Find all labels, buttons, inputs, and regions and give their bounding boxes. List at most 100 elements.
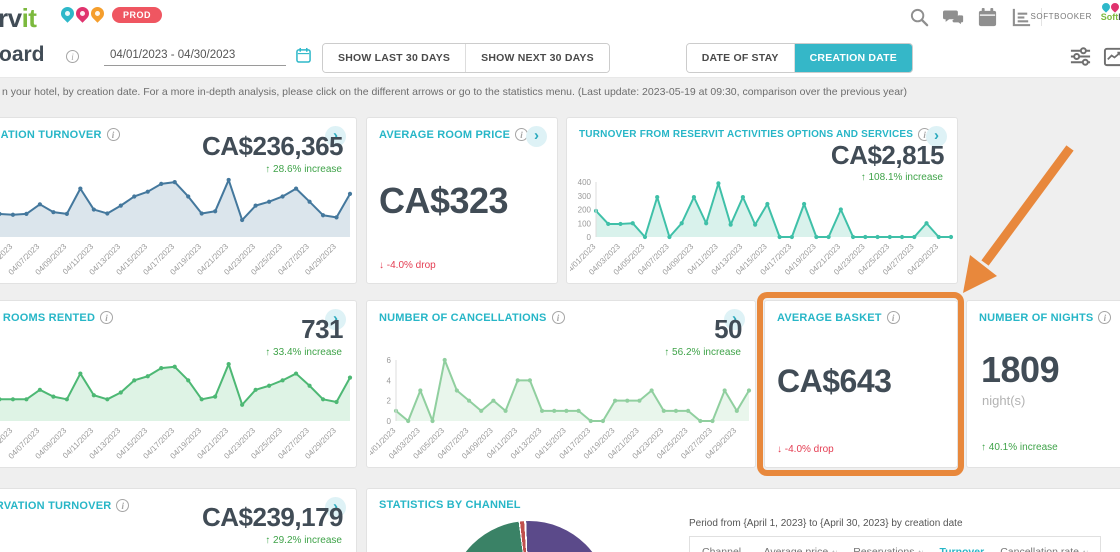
map-pin-icon <box>73 4 92 23</box>
chevron-right-button[interactable]: › <box>325 497 346 518</box>
calendar-icon[interactable] <box>977 7 998 28</box>
date-mode-toggle: DATE OF STAY CREATION DATE <box>685 43 913 73</box>
column-average-price[interactable]: Average price ↑↓ <box>763 546 839 552</box>
map-pin-icon <box>1109 1 1120 13</box>
card-average-basket: AVERAGE BASKET i CA$643 ↓ -4.0% drop <box>764 300 958 468</box>
nights-unit: night(s) <box>982 393 1026 408</box>
info-icon[interactable]: i <box>551 311 565 324</box>
cancellations-title: NUMBER OF CANCELLATIONS <box>379 311 547 324</box>
card-title: STATISTICS BY CHANNEL <box>379 499 1091 511</box>
channel-donut <box>449 521 609 552</box>
topbar: rvit PROD <box>0 0 1120 34</box>
average-basket-title: AVERAGE BASKET <box>777 311 882 324</box>
chevron-right-button[interactable]: › <box>724 309 745 330</box>
column-label: Average price <box>763 546 829 552</box>
chevron-right-button[interactable]: › <box>526 126 547 147</box>
card-statistics-by-channel: STATISTICS BY CHANNEL Period from {April… <box>366 488 1120 552</box>
column-label: Reservations <box>853 546 915 552</box>
topbar-divider <box>1041 8 1042 26</box>
average-basket-value: CA$643 <box>777 363 892 399</box>
nights-value: 1809 <box>981 349 1060 390</box>
map-pin-icon <box>88 4 107 23</box>
info-icon[interactable]: i <box>66 50 79 63</box>
info-icon[interactable]: i <box>116 499 130 512</box>
filter-sliders-icon[interactable] <box>1069 45 1092 68</box>
range-shortcut-group: SHOW LAST 30 DAYS SHOW NEXT 30 DAYS <box>322 43 610 73</box>
date-of-stay-button[interactable]: DATE OF STAY <box>686 44 794 72</box>
rooms-rented-chart: 04/01/202304/03/202304/05/202304/07/2023… <box>0 361 353 461</box>
channel-table-header: Channel Average price ↑↓ Reservations ↑↓… <box>690 537 1100 552</box>
svg-text:100: 100 <box>578 219 592 228</box>
svg-text:400: 400 <box>578 178 592 187</box>
creation-date-button[interactable]: CREATION DATE <box>793 44 912 72</box>
messages-icon[interactable] <box>943 7 964 28</box>
rooms-rented-delta: ↑ 33.4% increase <box>265 347 342 358</box>
card-rooms-rented: ER OF ROOMS RENTED i › 731 ↑ 33.4% incre… <box>0 300 357 468</box>
card-accommodation-turnover: MMODATION TURNOVER i › CA$236,365 ↑ 28.6… <box>0 117 357 284</box>
info-icon[interactable]: i <box>106 128 120 141</box>
activities-turnover-delta: ↑ 108.1% increase <box>860 172 943 183</box>
info-icon[interactable]: i <box>886 311 900 324</box>
card-title: NUMBER OF NIGHTS i <box>979 311 1120 324</box>
map-pin-icon <box>58 4 77 23</box>
page-title: oard <box>0 43 45 66</box>
svg-text:2: 2 <box>387 397 392 406</box>
activities-turnover-title: TURNOVER FROM RESERVIT ACTIVITIES OPTION… <box>579 129 914 140</box>
rooms-rented-value: 731 <box>301 314 343 344</box>
reservit-logo[interactable]: rvit <box>0 3 37 34</box>
reservation-turnover-title: RESERVATION TURNOVER <box>0 499 112 512</box>
svg-text:4: 4 <box>387 376 392 385</box>
info-icon[interactable]: i <box>100 311 114 324</box>
sort-arrows-icon: ↑↓ <box>1082 547 1089 552</box>
prod-badge: PROD <box>112 7 163 23</box>
reservation-turnover-value: CA$239,179 <box>202 502 344 532</box>
logo-pins <box>58 4 107 23</box>
svg-text:0: 0 <box>587 233 592 242</box>
card-title: AVERAGE ROOM PRICE i <box>379 128 529 141</box>
softbooker-logo-pins <box>1096 1 1120 13</box>
column-turnover[interactable]: Turnover <box>939 546 984 552</box>
statistics-by-channel-title: STATISTICS BY CHANNEL <box>379 499 521 511</box>
card-cancellations: NUMBER OF CANCELLATIONS i › 50 ↑ 56.2% i… <box>366 300 756 468</box>
column-reservations[interactable]: Reservations ↑↓ <box>853 546 924 552</box>
svg-text:300: 300 <box>578 192 592 201</box>
column-cancellation-rate[interactable]: Cancellation rate ↑↓ <box>1000 546 1089 552</box>
cancellations-delta: ↑ 56.2% increase <box>664 347 741 358</box>
date-range-input[interactable]: 04/01/2023 - 04/30/2023 <box>104 46 286 66</box>
softbooker-word-green: Soft <box>1100 12 1119 22</box>
column-label: Cancellation rate <box>1000 546 1079 552</box>
softbooker-logo[interactable]: Softbo <box>1096 1 1120 22</box>
info-bar-text: n your hotel, by creation date. For a mo… <box>2 86 908 98</box>
rooms-rented-title: ER OF ROOMS RENTED <box>0 311 96 324</box>
accommodation-turnover-chart: 04/01/202304/03/202304/05/202304/07/2023… <box>0 177 353 277</box>
average-room-price-value: CA$323 <box>379 180 509 221</box>
nights-delta: ↑ 40.1% increase <box>981 442 1058 453</box>
analytics-chart-icon[interactable] <box>1103 45 1120 68</box>
info-icon[interactable]: i <box>1098 311 1112 324</box>
search-icon[interactable] <box>909 7 930 28</box>
channel-table: Channel Average price ↑↓ Reservations ↑↓… <box>689 536 1101 552</box>
chevron-right-button[interactable]: › <box>325 126 346 147</box>
show-last-30-days-button[interactable]: SHOW LAST 30 DAYS <box>323 44 466 72</box>
column-label: Turnover <box>939 546 985 552</box>
card-title: ER OF ROOMS RENTED i <box>0 311 318 324</box>
chevron-right-button[interactable]: › <box>325 309 346 330</box>
sort-arrows-icon: ↑↓ <box>831 547 838 552</box>
nights-title: NUMBER OF NIGHTS <box>979 311 1094 324</box>
date-picker-calendar-icon[interactable] <box>296 47 311 63</box>
column-channel[interactable]: Channel <box>702 546 748 552</box>
show-next-30-days-button[interactable]: SHOW NEXT 30 DAYS <box>465 44 609 72</box>
chevron-right-button[interactable]: › <box>926 126 947 147</box>
cancellations-chart: 024604/01/202304/03/202304/05/202304/07/… <box>370 356 752 461</box>
column-label: Channel <box>702 546 742 552</box>
svg-text:6: 6 <box>387 356 392 365</box>
accommodation-turnover-delta: ↑ 28.6% increase <box>265 164 342 175</box>
average-room-price-delta: ↓ -4.0% drop <box>379 260 436 271</box>
controls-bar: oard i 04/01/2023 - 04/30/2023 SHOW LAST… <box>0 34 1120 78</box>
card-title: AVERAGE BASKET i <box>777 311 919 324</box>
card-activities-turnover: TURNOVER FROM RESERVIT ACTIVITIES OPTION… <box>566 117 958 284</box>
card-reservation-turnover: RESERVATION TURNOVER i › CA$239,179 ↑ 29… <box>0 488 357 552</box>
statistics-icon[interactable] <box>1011 7 1032 28</box>
card-title: NUMBER OF CANCELLATIONS i <box>379 311 717 324</box>
